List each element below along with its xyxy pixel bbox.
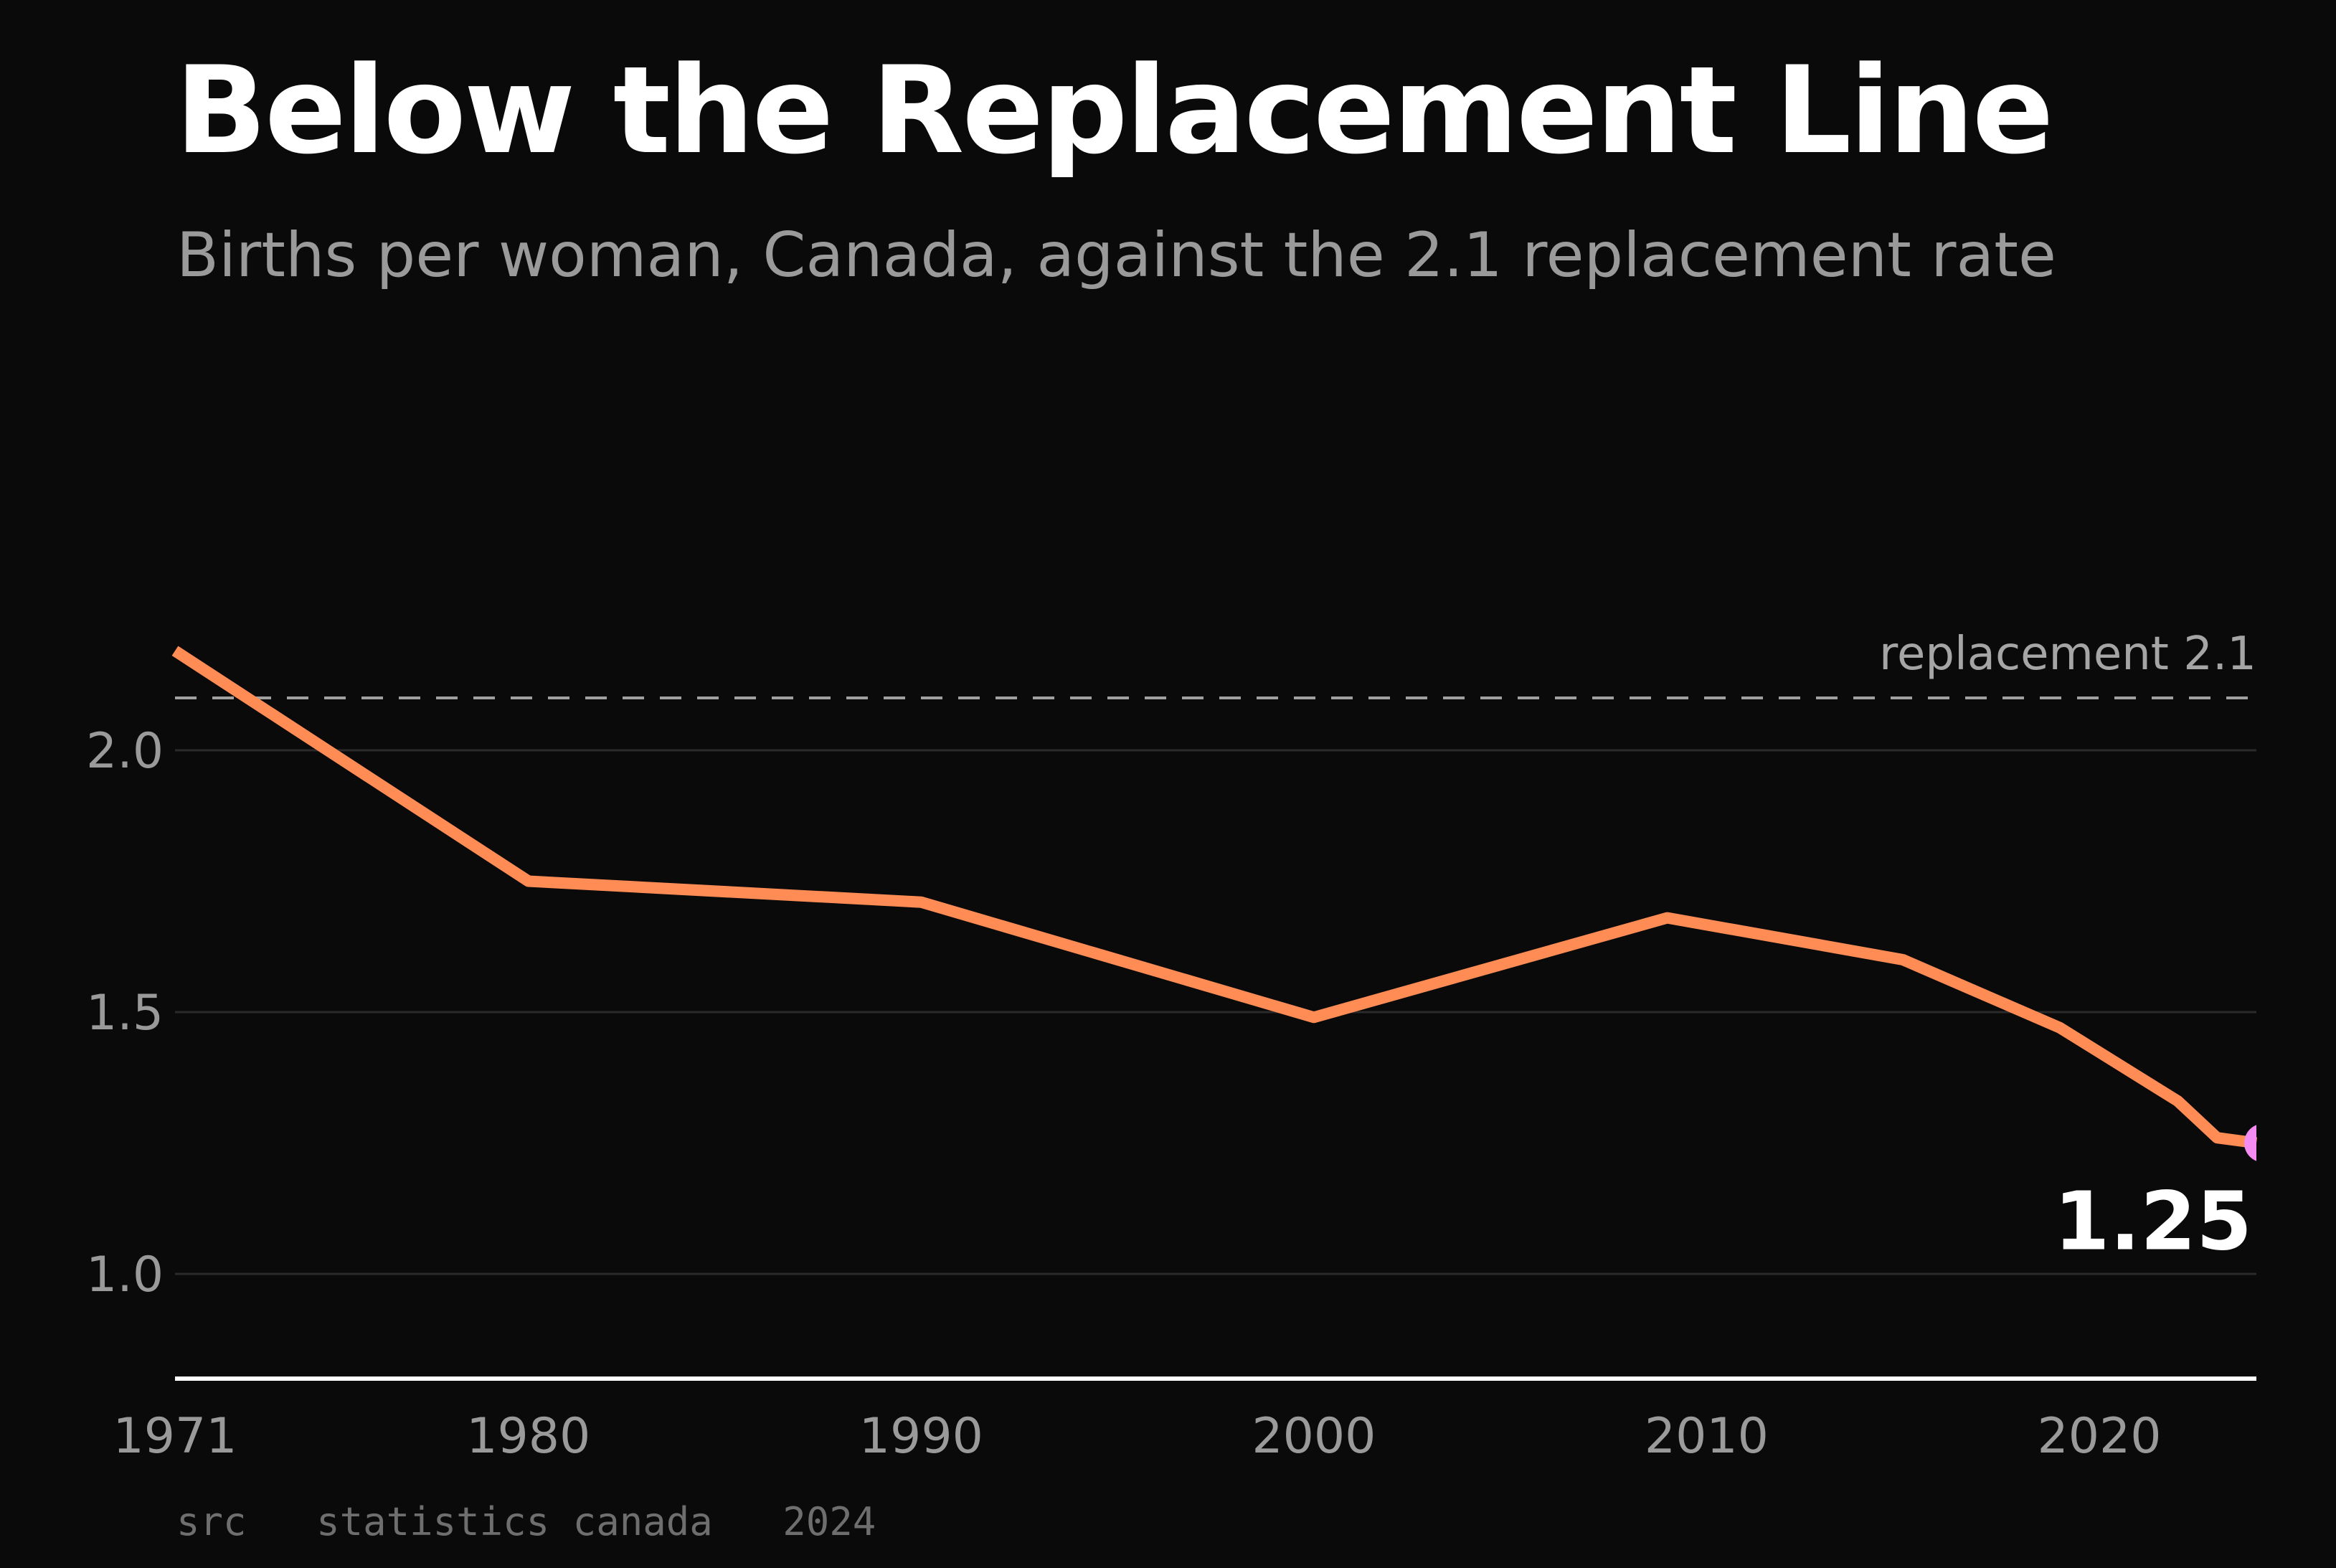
data-point-1980 xyxy=(528,881,529,882)
series-group: 1.25 xyxy=(171,646,2258,1269)
data-point-1990 xyxy=(920,902,922,903)
x-tick-label: 1980 xyxy=(466,1408,590,1465)
x-tick-label: 2020 xyxy=(2037,1408,2161,1465)
fertility-rate-line xyxy=(171,646,2258,1149)
data-point-2015 xyxy=(1902,959,1904,960)
data-point-2000 xyxy=(1313,1016,1315,1018)
data-point-2022 xyxy=(2177,1100,2178,1102)
end-value-label: 1.25 xyxy=(2054,1176,2252,1269)
data-point-1971 xyxy=(174,650,176,651)
y-tick-label: 1.5 xyxy=(86,985,164,1042)
data-point-2009 xyxy=(1667,917,1668,919)
chart-title: Below the Replacement Line xyxy=(175,40,2054,181)
y-tick-label: 1.0 xyxy=(86,1247,164,1303)
x-tick-label: 1971 xyxy=(113,1408,237,1465)
axes: 1.0 1.5 2.0 1971 1980 1990 2000 2010 2020 xyxy=(86,723,2256,1465)
x-tick-label: 2000 xyxy=(1252,1408,1376,1465)
x-tick-label: 2010 xyxy=(1645,1408,1769,1465)
y-tick-label: 2.0 xyxy=(86,723,164,780)
gridlines xyxy=(175,749,2256,1275)
end-point-marker xyxy=(2244,1125,2256,1161)
x-tick-label: 1990 xyxy=(859,1408,983,1465)
reference-line-group: replacement 2.1 xyxy=(175,628,2256,699)
data-point-2023 xyxy=(2216,1137,2218,1138)
data-point-2019 xyxy=(2059,1027,2061,1029)
source-note: src statistics canada 2024 xyxy=(176,1499,876,1544)
replacement-reference-label: replacement 2.1 xyxy=(1879,628,2256,681)
chart-subtitle: Births per woman, Canada, against the 2.… xyxy=(176,219,2056,291)
